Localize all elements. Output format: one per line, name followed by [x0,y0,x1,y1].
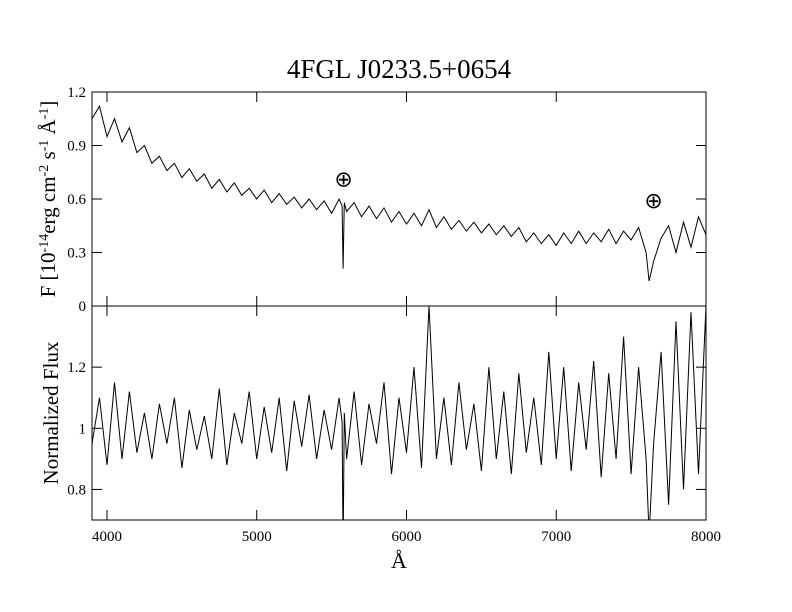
y-tick-label: 0.3 [67,246,86,262]
y-axis-label-part: F [10 [36,252,60,297]
y-axis-label-part: ] [36,101,60,108]
x-tick-label: 8000 [691,529,721,545]
y-axis-label: F [10-14erg cm-2 s-1 Å-1] [36,101,60,298]
y-axis-label-part: -14 [37,234,52,253]
y-tick-label: 1 [79,421,87,437]
y-tick-label: 1.2 [67,360,86,376]
telluric-marker: ⊕ [334,167,352,192]
x-tick-label: 4000 [92,529,122,545]
x-tick-label: 7000 [541,529,571,545]
y-axis-label-part: s [36,151,60,164]
spectrum-line [92,105,706,282]
y-axis-label-part: erg cm [36,176,60,233]
spectrum-line [92,306,706,520]
y-axis-label-part: -2 [37,165,52,177]
chart-title: 4FGL J0233.5+0654 [287,54,512,84]
telluric-marker: ⊕ [644,189,662,214]
y-tick-label: 0.9 [67,139,86,155]
y-axis-label-part: -1 [37,108,52,120]
y-tick-label: 1.2 [67,85,86,101]
y-axis-label-part: Å [36,118,60,139]
x-axis-label: Å [391,548,407,573]
y-axis-label: Normalized Flux [39,341,63,484]
x-tick-label: 6000 [391,529,421,545]
plot-frame [91,91,707,307]
y-tick-label: 0.8 [67,482,86,498]
x-tick-label: 5000 [242,529,272,545]
plot-frame [91,305,707,521]
y-tick-label: 0 [79,299,87,315]
y-tick-label: 0.6 [67,192,86,208]
y-axis-label-part: -1 [37,140,52,152]
